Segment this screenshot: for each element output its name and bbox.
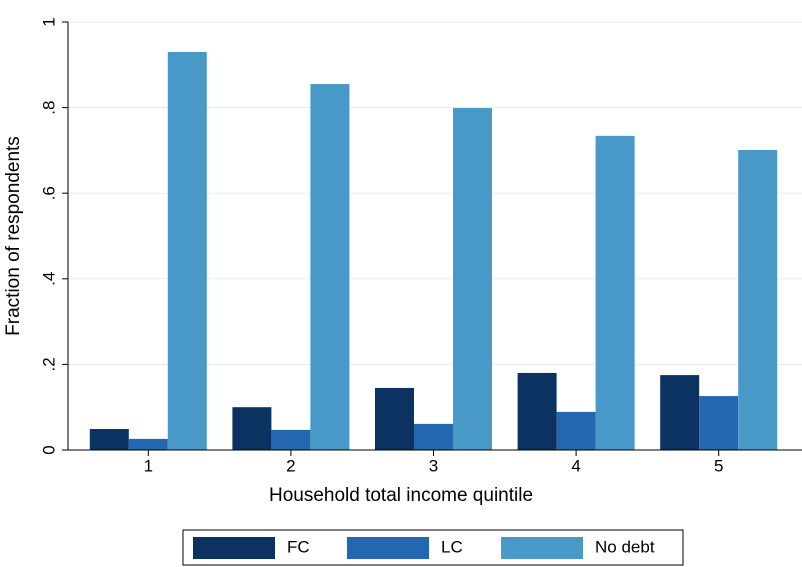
bar — [517, 372, 557, 450]
bar — [310, 84, 350, 450]
bar — [271, 429, 311, 450]
bar — [375, 387, 414, 450]
legend-swatch — [501, 537, 583, 559]
bar — [660, 375, 700, 450]
bar — [453, 108, 492, 450]
x-tick-label: 4 — [571, 456, 580, 475]
legend-label: LC — [441, 537, 463, 556]
bar — [738, 149, 778, 451]
x-tick-label: 5 — [714, 456, 723, 475]
legend-label: FC — [287, 537, 310, 556]
y-axis-title: Fraction of respondents — [3, 136, 24, 336]
bar — [414, 423, 453, 450]
y-tick-label: 0 — [39, 445, 58, 454]
bar — [556, 411, 596, 450]
bar — [699, 396, 739, 450]
y-tick-label: 1 — [39, 17, 58, 26]
y-tick-label: .2 — [39, 357, 58, 371]
x-tick-label: 2 — [286, 456, 295, 475]
bar — [232, 407, 272, 450]
x-axis-title: Household total income quintile — [269, 485, 533, 506]
bar — [128, 438, 168, 450]
y-tick-label: .8 — [39, 101, 58, 115]
bar — [595, 135, 635, 450]
legend-label: No debt — [595, 537, 655, 556]
legend-swatch — [193, 537, 275, 559]
bar — [167, 51, 207, 451]
y-tick-label: .6 — [39, 186, 58, 200]
legend-swatch — [347, 537, 429, 559]
x-tick-label: 1 — [144, 456, 153, 475]
y-tick-label: .4 — [39, 272, 58, 286]
x-tick-label: 3 — [429, 456, 438, 475]
bar — [89, 429, 129, 450]
